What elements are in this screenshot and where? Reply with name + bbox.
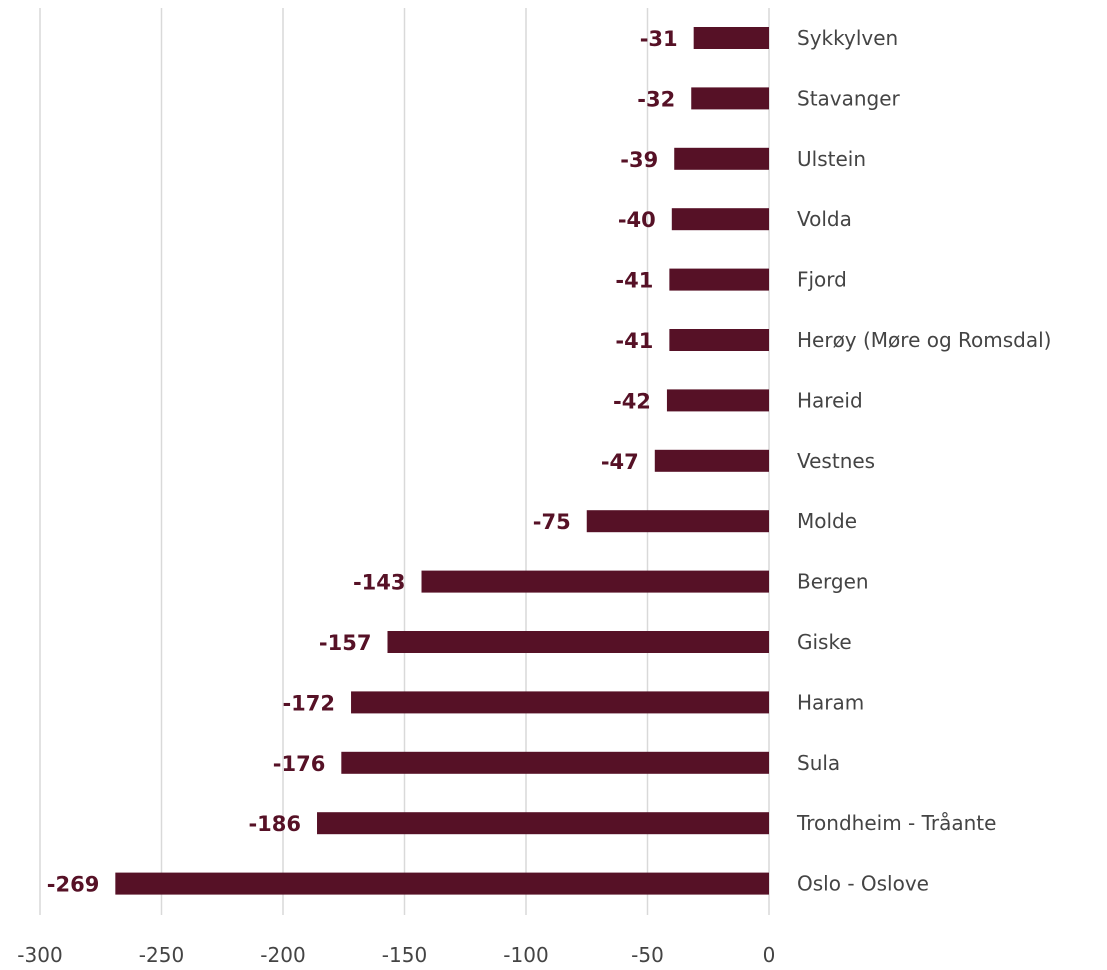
bar	[671, 208, 769, 231]
category-label: Bergen	[797, 570, 869, 594]
value-label: -157	[319, 631, 372, 655]
category-label: Ulstein	[797, 147, 866, 171]
x-tick-label: -200	[260, 943, 305, 966]
bar	[666, 389, 769, 412]
category-label: Trondheim - Tråante	[796, 811, 996, 835]
value-labels: -31 -32 -39 -40 -41 -41 -42 -47 -75 -143 -157 -172 -…	[47, 27, 678, 897]
x-tick-label: -150	[382, 943, 427, 966]
category-label: Molde	[797, 509, 857, 533]
bar	[669, 268, 769, 291]
value-label: -40	[618, 208, 656, 232]
x-tick-label: 0	[763, 943, 776, 966]
category-label: Hareid	[797, 388, 863, 412]
value-label: -42	[613, 389, 651, 413]
bar	[674, 147, 769, 170]
category-label: Oslo - Oslove	[797, 872, 929, 896]
x-axis-tick-labels: -300 -250 -200 -150 -100 -50 0	[17, 943, 776, 967]
category-label: Sykkylven	[797, 26, 898, 50]
category-label: Stavanger	[797, 86, 901, 110]
bar	[693, 27, 769, 49]
bar	[317, 812, 769, 835]
bar	[351, 691, 769, 714]
category-labels: Sykkylven Stavanger Ulstein Volda Fjord Herøy…	[796, 26, 1051, 896]
value-label: -41	[615, 329, 653, 353]
category-label: Volda	[797, 207, 852, 231]
value-label: -31	[640, 27, 678, 51]
category-label: Vestnes	[797, 449, 875, 473]
x-tick-label: -300	[17, 943, 62, 966]
value-label: -176	[273, 752, 326, 776]
value-label: -143	[353, 571, 406, 595]
bar	[341, 751, 769, 774]
x-tick-label: -50	[631, 943, 664, 966]
value-label: -41	[615, 269, 653, 293]
value-label: -186	[248, 812, 301, 836]
bar	[669, 329, 769, 351]
value-label: -172	[282, 691, 335, 715]
bars	[115, 27, 769, 895]
category-label: Herøy (Møre og Romsdal)	[797, 328, 1051, 352]
bar	[586, 510, 769, 533]
category-label: Haram	[797, 690, 864, 714]
value-label: -269	[47, 873, 100, 897]
x-tick-label: -250	[139, 943, 184, 966]
x-tick-label: -100	[503, 943, 548, 966]
bar	[691, 87, 769, 110]
value-label: -75	[533, 510, 571, 534]
category-label: Sula	[797, 751, 840, 775]
value-label: -47	[601, 450, 639, 474]
category-label: Fjord	[797, 268, 847, 292]
bar	[421, 570, 769, 593]
bar	[115, 872, 769, 895]
bar	[387, 631, 769, 653]
value-label: -39	[620, 148, 658, 172]
bar	[654, 449, 769, 472]
value-label: -32	[637, 87, 675, 111]
category-label: Giske	[797, 630, 852, 654]
